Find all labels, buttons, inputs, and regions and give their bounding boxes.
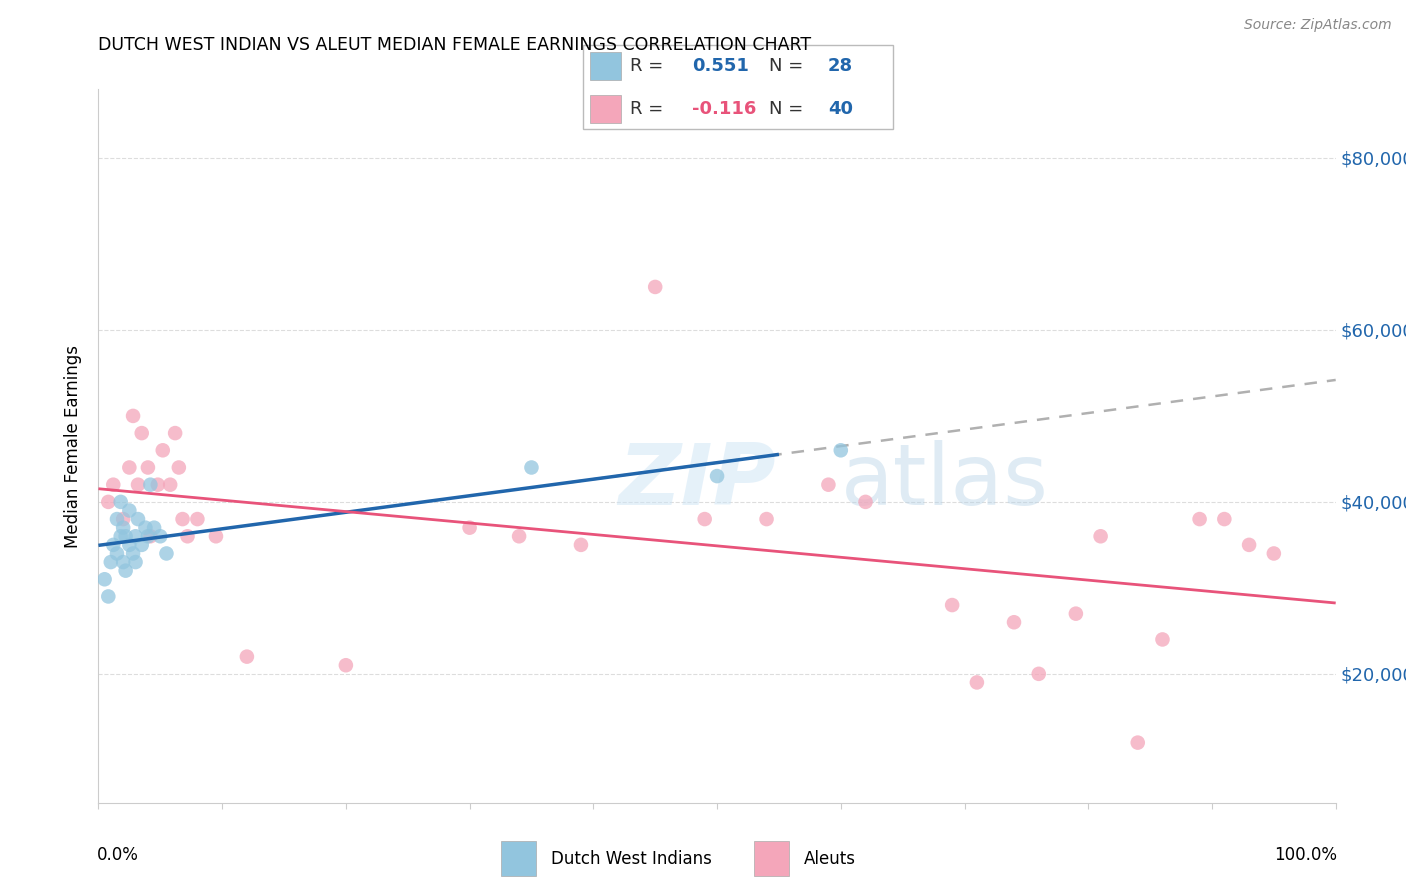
Text: atlas: atlas bbox=[841, 440, 1049, 524]
Point bbox=[134, 521, 156, 535]
Point bbox=[176, 529, 198, 543]
Point bbox=[966, 675, 988, 690]
Point bbox=[127, 477, 149, 491]
FancyBboxPatch shape bbox=[583, 45, 893, 129]
Point bbox=[165, 426, 187, 441]
Text: R =: R = bbox=[630, 100, 669, 118]
Text: 100.0%: 100.0% bbox=[1274, 846, 1337, 863]
Point bbox=[755, 512, 778, 526]
Point bbox=[112, 521, 135, 535]
Point bbox=[817, 477, 839, 491]
Point bbox=[103, 538, 125, 552]
Text: 0.0%: 0.0% bbox=[97, 846, 139, 863]
Point bbox=[335, 658, 357, 673]
Point bbox=[167, 460, 190, 475]
Point bbox=[1002, 615, 1025, 630]
Point bbox=[93, 572, 115, 586]
Text: N =: N = bbox=[769, 57, 808, 75]
Point bbox=[105, 546, 128, 560]
Text: Aleuts: Aleuts bbox=[804, 849, 856, 868]
Point bbox=[139, 529, 162, 543]
Point bbox=[569, 538, 592, 552]
Point bbox=[124, 529, 146, 543]
Point bbox=[103, 477, 125, 491]
Point bbox=[122, 546, 145, 560]
Point bbox=[97, 590, 120, 604]
Text: ZIP: ZIP bbox=[619, 440, 776, 524]
Point bbox=[458, 521, 481, 535]
Y-axis label: Median Female Earnings: Median Female Earnings bbox=[65, 344, 83, 548]
Point bbox=[100, 555, 122, 569]
Point bbox=[236, 649, 259, 664]
Point bbox=[127, 512, 149, 526]
Point bbox=[941, 598, 963, 612]
Point bbox=[118, 503, 141, 517]
Point bbox=[1213, 512, 1236, 526]
Point bbox=[110, 495, 132, 509]
Text: 28: 28 bbox=[828, 57, 853, 75]
Point bbox=[1090, 529, 1112, 543]
Text: -0.116: -0.116 bbox=[692, 100, 756, 118]
Point bbox=[508, 529, 530, 543]
Point bbox=[644, 280, 666, 294]
Point bbox=[1152, 632, 1174, 647]
Point bbox=[139, 477, 162, 491]
Point bbox=[122, 409, 145, 423]
Text: N =: N = bbox=[769, 100, 808, 118]
Point bbox=[112, 512, 135, 526]
Point bbox=[159, 477, 181, 491]
FancyBboxPatch shape bbox=[589, 95, 620, 122]
Point bbox=[1188, 512, 1211, 526]
Point bbox=[131, 538, 153, 552]
Text: R =: R = bbox=[630, 57, 669, 75]
Point bbox=[118, 460, 141, 475]
Point bbox=[1263, 546, 1285, 560]
Point bbox=[1237, 538, 1260, 552]
Point bbox=[114, 564, 136, 578]
Point bbox=[118, 538, 141, 552]
Point bbox=[146, 477, 169, 491]
Point bbox=[830, 443, 852, 458]
Text: DUTCH WEST INDIAN VS ALEUT MEDIAN FEMALE EARNINGS CORRELATION CHART: DUTCH WEST INDIAN VS ALEUT MEDIAN FEMALE… bbox=[98, 36, 811, 54]
Point bbox=[1064, 607, 1087, 621]
Point bbox=[693, 512, 716, 526]
Text: Source: ZipAtlas.com: Source: ZipAtlas.com bbox=[1244, 18, 1392, 32]
Text: Dutch West Indians: Dutch West Indians bbox=[551, 849, 711, 868]
Point bbox=[110, 529, 132, 543]
Text: 0.551: 0.551 bbox=[692, 57, 748, 75]
Point bbox=[186, 512, 208, 526]
FancyBboxPatch shape bbox=[754, 841, 789, 876]
Point bbox=[1028, 666, 1050, 681]
Text: 40: 40 bbox=[828, 100, 853, 118]
Point bbox=[112, 555, 135, 569]
FancyBboxPatch shape bbox=[501, 841, 536, 876]
Point bbox=[155, 546, 177, 560]
Point bbox=[143, 521, 166, 535]
Point bbox=[105, 512, 128, 526]
Point bbox=[706, 469, 728, 483]
Point bbox=[1126, 736, 1149, 750]
Point bbox=[124, 555, 146, 569]
FancyBboxPatch shape bbox=[589, 53, 620, 80]
Point bbox=[149, 529, 172, 543]
Point bbox=[152, 443, 174, 458]
Point bbox=[136, 529, 159, 543]
Point bbox=[97, 495, 120, 509]
Point bbox=[136, 460, 159, 475]
Point bbox=[855, 495, 877, 509]
Point bbox=[172, 512, 194, 526]
Point bbox=[131, 426, 153, 441]
Point bbox=[520, 460, 543, 475]
Point bbox=[205, 529, 228, 543]
Point bbox=[114, 529, 136, 543]
